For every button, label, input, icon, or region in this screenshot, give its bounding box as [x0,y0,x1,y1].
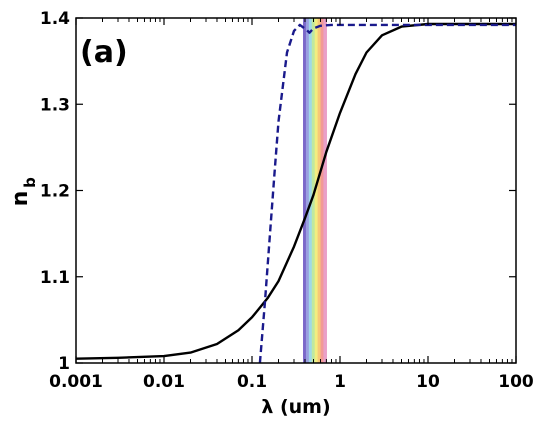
y-tick-label: 1.2 [40,182,70,202]
x-tick-label: 10 [416,372,440,392]
plot-frame [75,17,517,364]
y-axis-label-sub: b [21,177,39,188]
y-tick-label: 1.3 [40,95,70,115]
y-tick-label: 1 [58,354,70,374]
y-tick-label: 1.1 [40,268,70,288]
x-tick-label: 1 [334,372,346,392]
x-axis-label: λ (um) [261,396,330,418]
band-stripe [320,18,325,363]
band-stripe [305,18,310,363]
band-stripe [323,18,327,363]
band-stripe [314,18,319,363]
x-tick-label: 0.01 [143,372,185,392]
x-tick-label: 0.1 [237,372,267,392]
band-stripe [308,18,313,363]
y-axis-label-main: n [8,191,33,207]
y-tick-label: 1.4 [40,9,70,29]
band-stripe [303,18,307,363]
y-axis-label: n b [8,177,39,206]
x-tick-label: 100 [498,372,534,392]
series-group [75,22,516,364]
band-stripe [317,18,322,363]
x-tick-label: 0.001 [49,372,103,392]
series-line-dashed [258,23,516,364]
panel-label: (a) [80,35,128,70]
series-line-solid [75,22,516,360]
ticks-group: 0.001 0.01 0.1 1 10 100 1 1.1 1.2 1.3 1.4 [40,9,534,392]
